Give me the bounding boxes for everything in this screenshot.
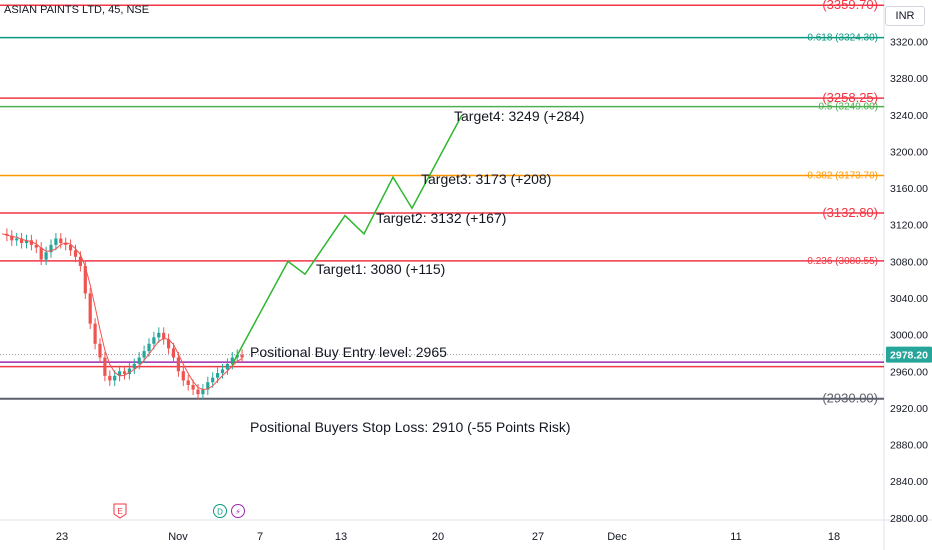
candle-body: [108, 375, 112, 381]
earnings-event-icon[interactable]: [113, 503, 127, 519]
candle-body: [39, 247, 43, 260]
candle-body: [69, 244, 73, 251]
candle-body: [127, 368, 131, 375]
y-tick-label: 3000.00: [890, 330, 928, 342]
x-tick-label: 18: [828, 531, 840, 543]
candle-body: [181, 371, 185, 381]
candle-body: [29, 240, 33, 245]
candle-body: [113, 375, 117, 381]
candle-body: [157, 332, 161, 338]
candle-body: [152, 337, 156, 344]
y-tick-label: 3040.00: [890, 293, 928, 305]
annotation-label: Target3: 3173 (+208): [421, 171, 551, 187]
candle-body: [201, 389, 205, 395]
y-tick-label: 3320.00: [890, 37, 928, 49]
candle-body: [225, 363, 229, 370]
candle-body: [15, 238, 19, 241]
level-label: 0.5 (3249.00): [819, 102, 879, 113]
annotation-label: Target4: 3249 (+284): [454, 108, 584, 124]
candle-body: [191, 385, 195, 390]
y-tick-label: 2920.00: [890, 403, 928, 415]
candle-body: [211, 377, 215, 383]
y-tick-label: 2960.00: [890, 366, 928, 378]
candle-body: [132, 363, 136, 369]
candle-body: [78, 256, 82, 266]
candle-body: [59, 238, 63, 244]
y-tick-label: 3080.00: [890, 256, 928, 268]
level-label: 0.236 (3080.55): [807, 256, 878, 267]
candle-body: [49, 244, 53, 253]
y-tick-label: 3280.00: [890, 73, 928, 85]
candle-body: [10, 235, 14, 241]
candle-body: [118, 371, 122, 376]
candle-body: [171, 348, 176, 358]
symbol-title: ASIAN PAINTS LTD, 45, NSE: [4, 4, 150, 16]
x-tick-label: 13: [335, 531, 347, 543]
candle-body: [44, 252, 48, 260]
candle-body: [54, 238, 58, 245]
y-tick-label: 3200.00: [890, 146, 928, 158]
y-tick-label: 2840.00: [890, 476, 928, 488]
candle-body: [34, 244, 38, 248]
earnings-event-label: E: [117, 507, 122, 516]
annotation-label: Target1: 3080 (+115): [316, 261, 445, 277]
level-label: 0.618 (3324.30): [807, 33, 878, 44]
candle-body: [206, 382, 210, 390]
split-event-icon[interactable]: [231, 504, 245, 518]
x-tick-label: 7: [257, 531, 263, 543]
level-label: (2930.00): [822, 391, 878, 406]
candle-body: [216, 373, 220, 378]
candle-body: [147, 343, 151, 352]
y-tick-label: 2800.00: [890, 513, 928, 525]
candle-body: [20, 238, 24, 244]
x-tick-label: 11: [730, 531, 741, 543]
level-label: (3132.80): [822, 205, 878, 220]
x-tick-label: Dec: [607, 531, 627, 543]
x-tick-label: 27: [532, 531, 544, 543]
candle-body: [103, 357, 107, 376]
candle-body: [240, 354, 244, 358]
candle-body: [64, 243, 68, 245]
candle-body: [167, 339, 171, 349]
currency-badge[interactable]: INR: [885, 6, 925, 26]
moving-average-line: [1, 233, 243, 391]
candle-body: [98, 343, 102, 358]
x-tick-label: 20: [432, 531, 444, 543]
annotation-label: Target2: 3132 (+167): [376, 210, 506, 226]
x-tick-label: 23: [56, 531, 68, 543]
last-price-tag: [886, 346, 932, 363]
candle-body: [186, 380, 190, 386]
candle-body: [24, 240, 29, 244]
annotation-label: Positional Buy Entry level: 2965: [250, 344, 447, 360]
candle-body: [73, 250, 78, 257]
dividend-event-icon[interactable]: [213, 504, 227, 518]
split-event-label: ⚡: [235, 508, 241, 517]
candle-body: [196, 389, 200, 395]
level-label: (3359.70): [822, 0, 878, 12]
y-tick-label: 2880.00: [890, 440, 928, 452]
projection-path: [231, 114, 463, 366]
y-tick-label: 3120.00: [890, 220, 928, 232]
candle-body: [137, 357, 141, 364]
candle-body: [220, 369, 225, 374]
candle-body: [162, 332, 166, 340]
candle-body: [176, 357, 180, 372]
level-label: (3258.25): [822, 90, 878, 105]
candle-body: [88, 293, 92, 324]
x-tick-label: Nov: [168, 531, 188, 543]
candle-body: [83, 265, 87, 294]
y-tick-label: 3240.00: [890, 110, 928, 122]
candle-body: [230, 357, 234, 364]
y-tick-label: 3160.00: [890, 183, 928, 195]
candle-body: [93, 323, 97, 344]
candle-body: [142, 351, 146, 358]
dividend-event-label: D: [217, 508, 223, 517]
candle-body: [122, 371, 127, 375]
annotation-label: Positional Buyers Stop Loss: 2910 (-55 P…: [250, 419, 571, 435]
last-price-label: 2978.20: [890, 350, 928, 362]
level-label: 0.382 (3173.70): [807, 171, 878, 182]
